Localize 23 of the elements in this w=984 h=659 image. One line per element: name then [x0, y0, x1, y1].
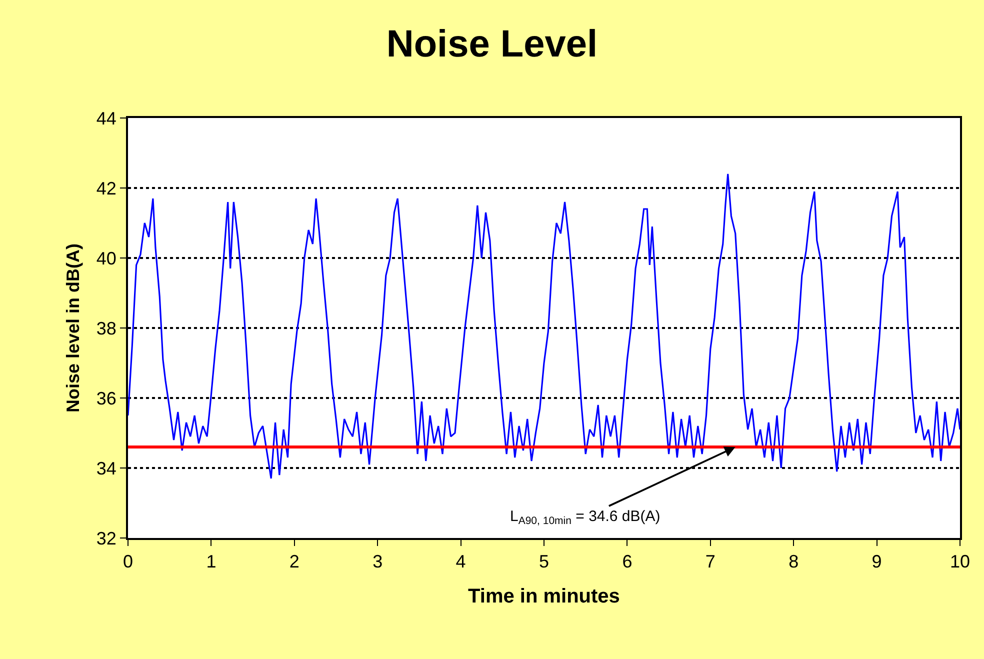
y-tick-label: 36 — [96, 388, 116, 408]
line-series — [128, 173, 960, 480]
x-axis-title: Time in minutes — [468, 586, 620, 608]
x-tick-label: 4 — [456, 552, 466, 572]
x-tick-label: 6 — [622, 552, 632, 572]
y-tick-label: 34 — [96, 458, 116, 478]
x-tick-label: 2 — [289, 552, 300, 572]
y-tick-label: 38 — [96, 318, 116, 338]
x-tick-label: 7 — [705, 552, 716, 572]
y-tick-label: 44 — [96, 108, 116, 128]
x-tick-label: 3 — [372, 552, 383, 572]
x-tick-label: 9 — [872, 552, 882, 572]
chart-title: Noise Level — [386, 23, 598, 66]
y-tick-label: 32 — [96, 528, 116, 548]
y-tick-label: 40 — [96, 248, 116, 268]
x-tick-label: 0 — [122, 552, 134, 572]
x-tick-label: 1 — [206, 552, 216, 572]
annotation: L$_{A90, 10min}$ = 34.6 dB(A) — [510, 508, 660, 528]
x-tick-label: 10 — [950, 552, 970, 572]
x-tick-label: 5 — [538, 552, 550, 572]
y-axis-title: Noise level in dB(A) — [63, 243, 84, 413]
y-tick-label: 42 — [96, 178, 116, 198]
x-tick-label: 8 — [788, 552, 799, 572]
